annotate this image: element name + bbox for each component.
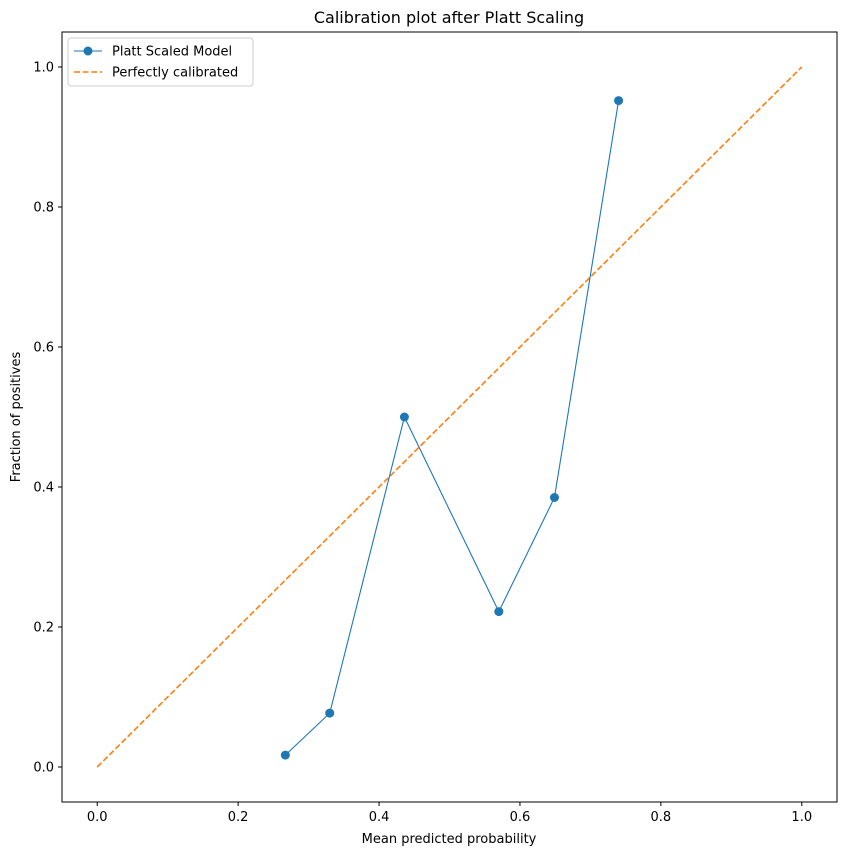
x-tick-label: 0.6: [510, 810, 531, 825]
platt-scaled-model-point: [549, 493, 559, 502]
y-axis-label: Fraction of positives: [9, 352, 24, 483]
legend: Platt Scaled Model Perfectly calibrated: [67, 37, 254, 87]
legend-label-perfect: Perfectly calibrated: [112, 66, 238, 81]
legend-swatch-platt-marker: [83, 46, 93, 56]
x-tick-label: 0.4: [369, 810, 390, 825]
platt-scaled-model-point: [280, 750, 290, 760]
legend-box: [67, 37, 254, 87]
y-axis-ticks: 0.0 0.2 0.4 0.6 0.8 1.0: [33, 61, 62, 776]
x-tick-label: 0.0: [87, 810, 108, 825]
y-tick-label: 0.2: [33, 621, 54, 636]
legend-label-platt: Platt Scaled Model: [112, 45, 232, 60]
series-layer: [96, 66, 803, 768]
platt-scaled-model-point: [494, 607, 504, 617]
perfectly-calibrated-line: [96, 66, 803, 768]
y-tick-label: 1.0: [33, 61, 54, 76]
x-axis-ticks: 0.0 0.2 0.4 0.6 0.8 1.0: [87, 802, 812, 825]
y-tick-label: 0.4: [33, 481, 54, 496]
x-tick-label: 1.0: [791, 810, 812, 825]
chart-title: Calibration plot after Platt Scaling: [314, 8, 584, 27]
x-tick-label: 0.2: [228, 810, 249, 825]
y-tick-label: 0.8: [33, 201, 54, 216]
x-axis-label: Mean predicted probability: [362, 832, 537, 847]
plot-frame: [61, 31, 838, 803]
y-tick-label: 0.0: [33, 761, 54, 776]
y-tick-label: 0.6: [33, 341, 54, 356]
platt-scaled-model-point: [325, 708, 335, 718]
platt-scaled-model-point: [614, 96, 624, 106]
platt-scaled-model-line: [284, 100, 620, 756]
x-tick-label: 0.8: [651, 810, 672, 825]
platt-scaled-model-point: [399, 412, 409, 422]
